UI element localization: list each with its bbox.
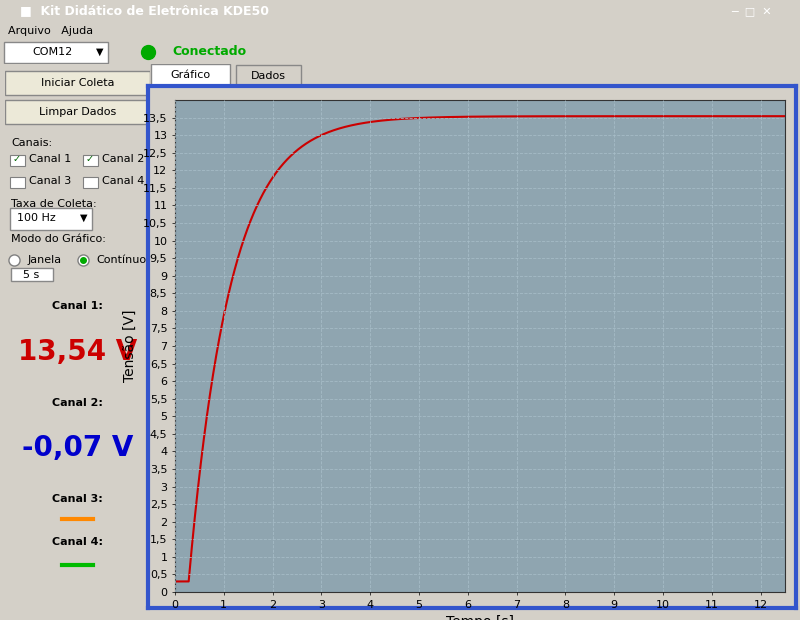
- Text: ▼: ▼: [96, 46, 104, 56]
- Text: Canal 1:: Canal 1:: [52, 301, 103, 311]
- FancyBboxPatch shape: [11, 268, 53, 281]
- FancyBboxPatch shape: [5, 100, 150, 123]
- Text: 13,54 V: 13,54 V: [18, 338, 137, 366]
- Text: ✓: ✓: [13, 154, 21, 164]
- Text: Canal 1: Canal 1: [29, 154, 71, 164]
- Text: Janela: Janela: [27, 255, 62, 265]
- Text: -0,07 V: -0,07 V: [22, 434, 133, 462]
- Text: Contínuo: Contínuo: [97, 255, 146, 265]
- Text: ─  □  ✕: ─ □ ✕: [731, 6, 772, 16]
- Text: Canal 2:: Canal 2:: [52, 397, 103, 407]
- Text: Canal 2: Canal 2: [102, 154, 145, 164]
- Bar: [10, 177, 25, 188]
- FancyBboxPatch shape: [236, 65, 302, 86]
- Text: Canal 4: Canal 4: [102, 176, 145, 186]
- Text: Modo do Gráfico:: Modo do Gráfico:: [11, 234, 106, 244]
- Text: Iniciar Coleta: Iniciar Coleta: [41, 78, 114, 88]
- Text: 5 s: 5 s: [23, 270, 39, 280]
- Text: Canal 3:: Canal 3:: [52, 494, 103, 504]
- FancyBboxPatch shape: [151, 64, 230, 86]
- Text: 100 Hz: 100 Hz: [17, 213, 56, 223]
- Text: Gráfico: Gráfico: [170, 70, 210, 80]
- X-axis label: Tempo [s]: Tempo [s]: [446, 615, 514, 620]
- Y-axis label: Tensão [V]: Tensão [V]: [123, 310, 137, 383]
- Text: Canais:: Canais:: [11, 138, 52, 148]
- Bar: [10, 155, 25, 166]
- Text: Arquivo   Ajuda: Arquivo Ajuda: [8, 26, 93, 36]
- FancyBboxPatch shape: [10, 208, 92, 229]
- FancyBboxPatch shape: [5, 71, 150, 95]
- FancyBboxPatch shape: [4, 42, 108, 63]
- Text: Canal 4:: Canal 4:: [52, 537, 103, 547]
- Bar: [83, 177, 98, 188]
- Text: Dados: Dados: [251, 71, 286, 81]
- Text: Conectado: Conectado: [172, 45, 246, 58]
- Text: Canal 3: Canal 3: [29, 176, 71, 186]
- Text: ▼: ▼: [80, 213, 87, 223]
- Text: ■  Kit Didático de Eletrônica KDE50: ■ Kit Didático de Eletrônica KDE50: [20, 4, 269, 17]
- Text: ✓: ✓: [86, 154, 94, 164]
- Text: COM12: COM12: [32, 46, 72, 56]
- Text: Taxa de Coleta:: Taxa de Coleta:: [11, 199, 97, 209]
- Text: Limpar Dados: Limpar Dados: [39, 107, 116, 117]
- Bar: [83, 155, 98, 166]
